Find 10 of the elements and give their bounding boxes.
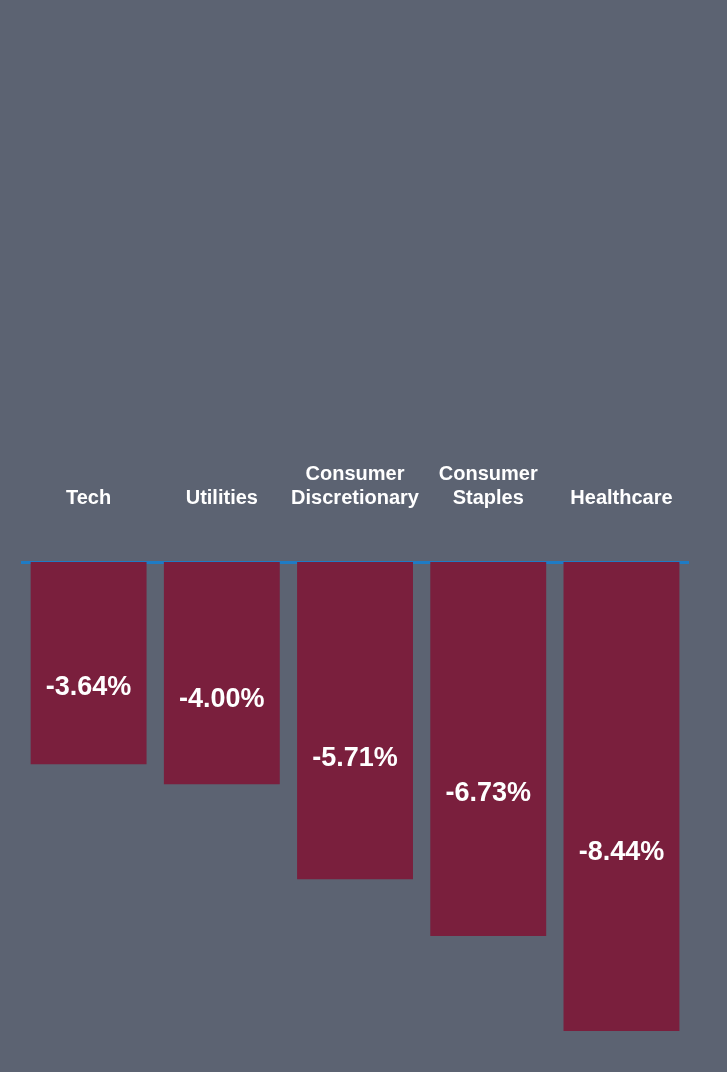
data-label: -6.73% — [445, 777, 532, 808]
data-label: -3.64% — [45, 670, 132, 701]
x-tick-label: Tech — [66, 485, 112, 508]
x-tick-label: Utilities — [185, 485, 258, 508]
data-label: -4.00% — [179, 683, 265, 714]
x-tick-label: Consumer Staples — [438, 461, 538, 508]
x-tick-label: Healthcare — [570, 485, 673, 508]
x-tick-label: Consumer Discretionary — [291, 461, 420, 508]
data-label: -8.44% — [578, 836, 665, 867]
data-label: -5.71% — [312, 742, 398, 773]
